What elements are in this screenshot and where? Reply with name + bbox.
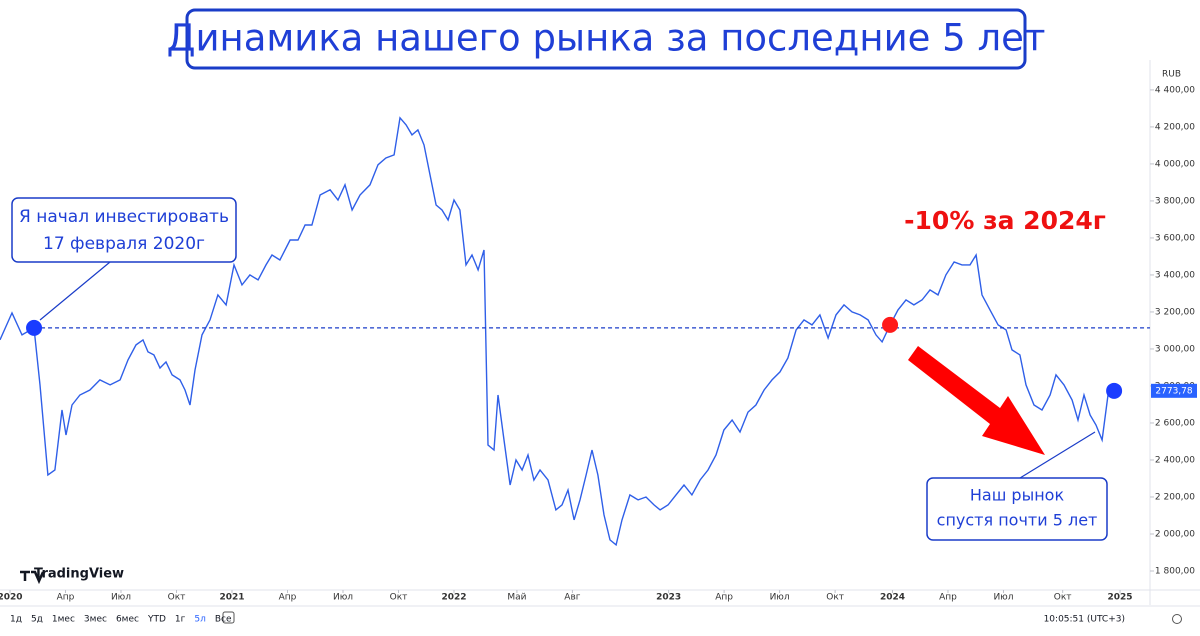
x-tick-label: 2022 — [441, 593, 466, 603]
y-tick-label: 2 600,00 — [1155, 418, 1195, 428]
settings-icon[interactable] — [1172, 614, 1182, 624]
x-tick-label: 2024 — [880, 593, 905, 603]
x-tick-label: Май — [507, 593, 526, 603]
annotation-box — [11, 197, 237, 263]
y-tick-label: 2 400,00 — [1155, 455, 1195, 465]
y-tick-label: 3 800,00 — [1155, 196, 1195, 206]
period-button[interactable]: 1д — [10, 615, 22, 625]
x-tick-label: 2025 — [1107, 593, 1132, 603]
x-tick-label: Июл — [333, 593, 353, 603]
x-tick-label: Апр — [939, 593, 957, 603]
title-box — [185, 8, 1027, 70]
x-tick-label: Апр — [715, 593, 733, 603]
callout-line — [1019, 431, 1096, 479]
y-tick-label: 3 600,00 — [1155, 233, 1195, 243]
y-tick-label: 1 800,00 — [1155, 566, 1195, 576]
price-line — [0, 116, 1115, 547]
y-tick-label: 2 000,00 — [1155, 529, 1195, 539]
x-tick-label: Окт — [168, 593, 186, 603]
highlight-point — [882, 316, 899, 333]
calendar-icon[interactable] — [222, 611, 235, 624]
x-tick-label: 2020 — [0, 593, 23, 603]
x-tick-label: Окт — [390, 593, 408, 603]
logo: TradingView — [34, 567, 124, 582]
callout-line — [39, 261, 111, 321]
y-tick-label: 3 200,00 — [1155, 307, 1195, 317]
annotation: Я начал инвестировать — [19, 207, 229, 227]
y-tick-label: 3 000,00 — [1155, 344, 1195, 354]
annotation: Наш рынок — [970, 486, 1065, 505]
period-button[interactable]: 1мес — [52, 615, 75, 625]
annotation-red: -10% за 2024г — [904, 206, 1106, 235]
last-price-tag — [1151, 383, 1197, 398]
y-tick-label: 3 400,00 — [1155, 270, 1195, 280]
highlight-point — [26, 319, 43, 336]
y-tick-label: 4 200,00 — [1155, 122, 1195, 132]
clock: 10:05:51 (UTC+3) — [1044, 615, 1125, 625]
annotation-box — [926, 477, 1108, 541]
chart-title: Динамика нашего рынка за последние 5 лет — [167, 17, 1046, 60]
x-tick-label: Июл — [770, 593, 790, 603]
period-button[interactable]: 1г — [175, 615, 186, 625]
period-button[interactable]: 5д — [31, 615, 43, 625]
y-tick-label: 2 200,00 — [1155, 492, 1195, 502]
x-tick-label: 2021 — [219, 593, 244, 603]
y-tick-label: 4 000,00 — [1155, 159, 1195, 169]
period-button[interactable]: 3мес — [84, 615, 107, 625]
highlight-point — [1106, 382, 1123, 399]
period-button[interactable]: 5л — [194, 615, 205, 625]
x-tick-label: Июл — [111, 593, 131, 603]
last-price-label: 2773,78 — [1155, 386, 1192, 396]
annotation: 17 февраля 2020г — [43, 234, 205, 254]
period-button[interactable]: 6мес — [116, 615, 139, 625]
x-tick-label: 2023 — [656, 593, 681, 603]
y-tick-label: 4 400,00 — [1155, 85, 1195, 95]
x-tick-label: Окт — [1054, 593, 1072, 603]
currency: RUB — [1162, 70, 1181, 80]
red-arrow — [908, 346, 1045, 455]
x-tick-label: Авг — [564, 593, 580, 603]
logo-icon — [20, 570, 45, 585]
period-button[interactable]: YTD — [147, 615, 166, 625]
annotation: спустя почти 5 лет — [937, 511, 1098, 530]
x-tick-label: Апр — [57, 593, 75, 603]
x-tick-label: Июл — [993, 593, 1013, 603]
period-button[interactable]: Все — [215, 615, 232, 625]
x-tick-label: Апр — [279, 593, 297, 603]
x-tick-label: Окт — [826, 593, 844, 603]
